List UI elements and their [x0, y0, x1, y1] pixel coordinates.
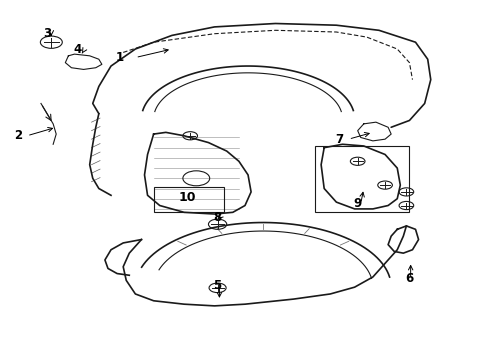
Text: 10: 10 [178, 190, 196, 203]
Text: 9: 9 [354, 197, 362, 210]
FancyBboxPatch shape [315, 146, 410, 212]
Text: 6: 6 [405, 272, 414, 285]
Text: 7: 7 [335, 133, 343, 146]
Text: 2: 2 [14, 129, 23, 142]
Text: 5: 5 [214, 279, 221, 292]
Text: 1: 1 [116, 51, 124, 64]
Text: 8: 8 [214, 211, 221, 224]
Text: 4: 4 [74, 42, 82, 55]
Text: 3: 3 [43, 27, 51, 40]
FancyBboxPatch shape [154, 187, 223, 212]
